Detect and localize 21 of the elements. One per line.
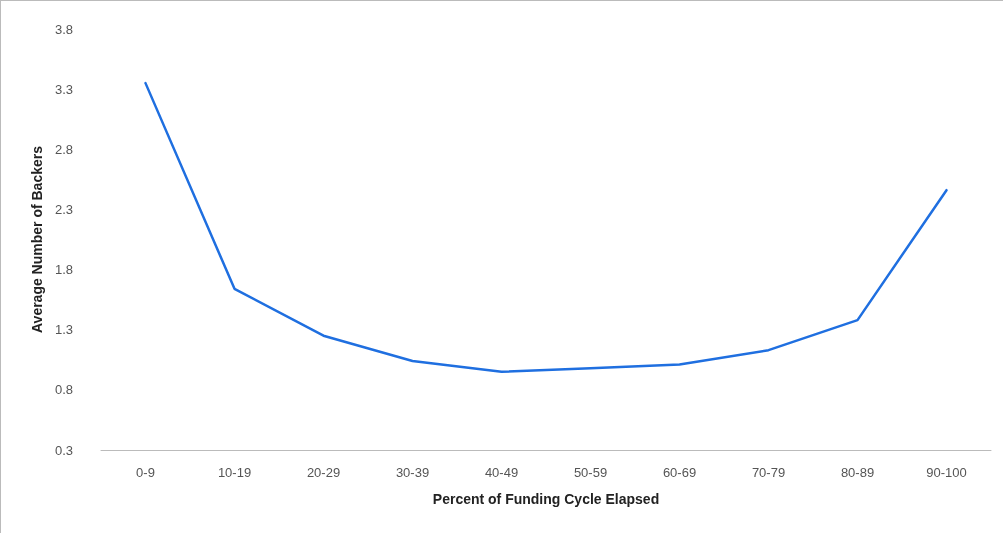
y-tick-label: 3.8 bbox=[54, 21, 73, 37]
x-tick-label: 40-49 bbox=[484, 465, 519, 480]
x-tick-label: 0-9 bbox=[136, 465, 155, 480]
x-tick-label: 90-100 bbox=[926, 465, 967, 480]
line-series bbox=[144, 81, 948, 374]
y-tick-label: 1.3 bbox=[54, 322, 73, 338]
x-tick-label: 30-39 bbox=[395, 465, 430, 480]
y-tick-label: 0.3 bbox=[54, 442, 73, 458]
x-tick-label: 60-69 bbox=[662, 465, 697, 480]
y-tick-label: 3.3 bbox=[54, 81, 73, 97]
x-tick-label: 80-89 bbox=[840, 465, 875, 480]
y-tick-label: 1.8 bbox=[54, 262, 73, 278]
x-tick-label: 50-59 bbox=[573, 465, 608, 480]
y-axis-title: Average Number of Backers bbox=[29, 145, 46, 334]
x-tick-label: 70-79 bbox=[751, 465, 786, 480]
x-axis-title: Percent of Funding Cycle Elapsed bbox=[432, 491, 660, 507]
y-tick-label: 0.8 bbox=[54, 382, 73, 398]
x-tick-label: 10-19 bbox=[217, 465, 252, 480]
y-tick-label: 2.3 bbox=[54, 201, 73, 217]
y-tick-label: 2.8 bbox=[54, 141, 73, 157]
x-tick-label: 20-29 bbox=[306, 465, 341, 480]
